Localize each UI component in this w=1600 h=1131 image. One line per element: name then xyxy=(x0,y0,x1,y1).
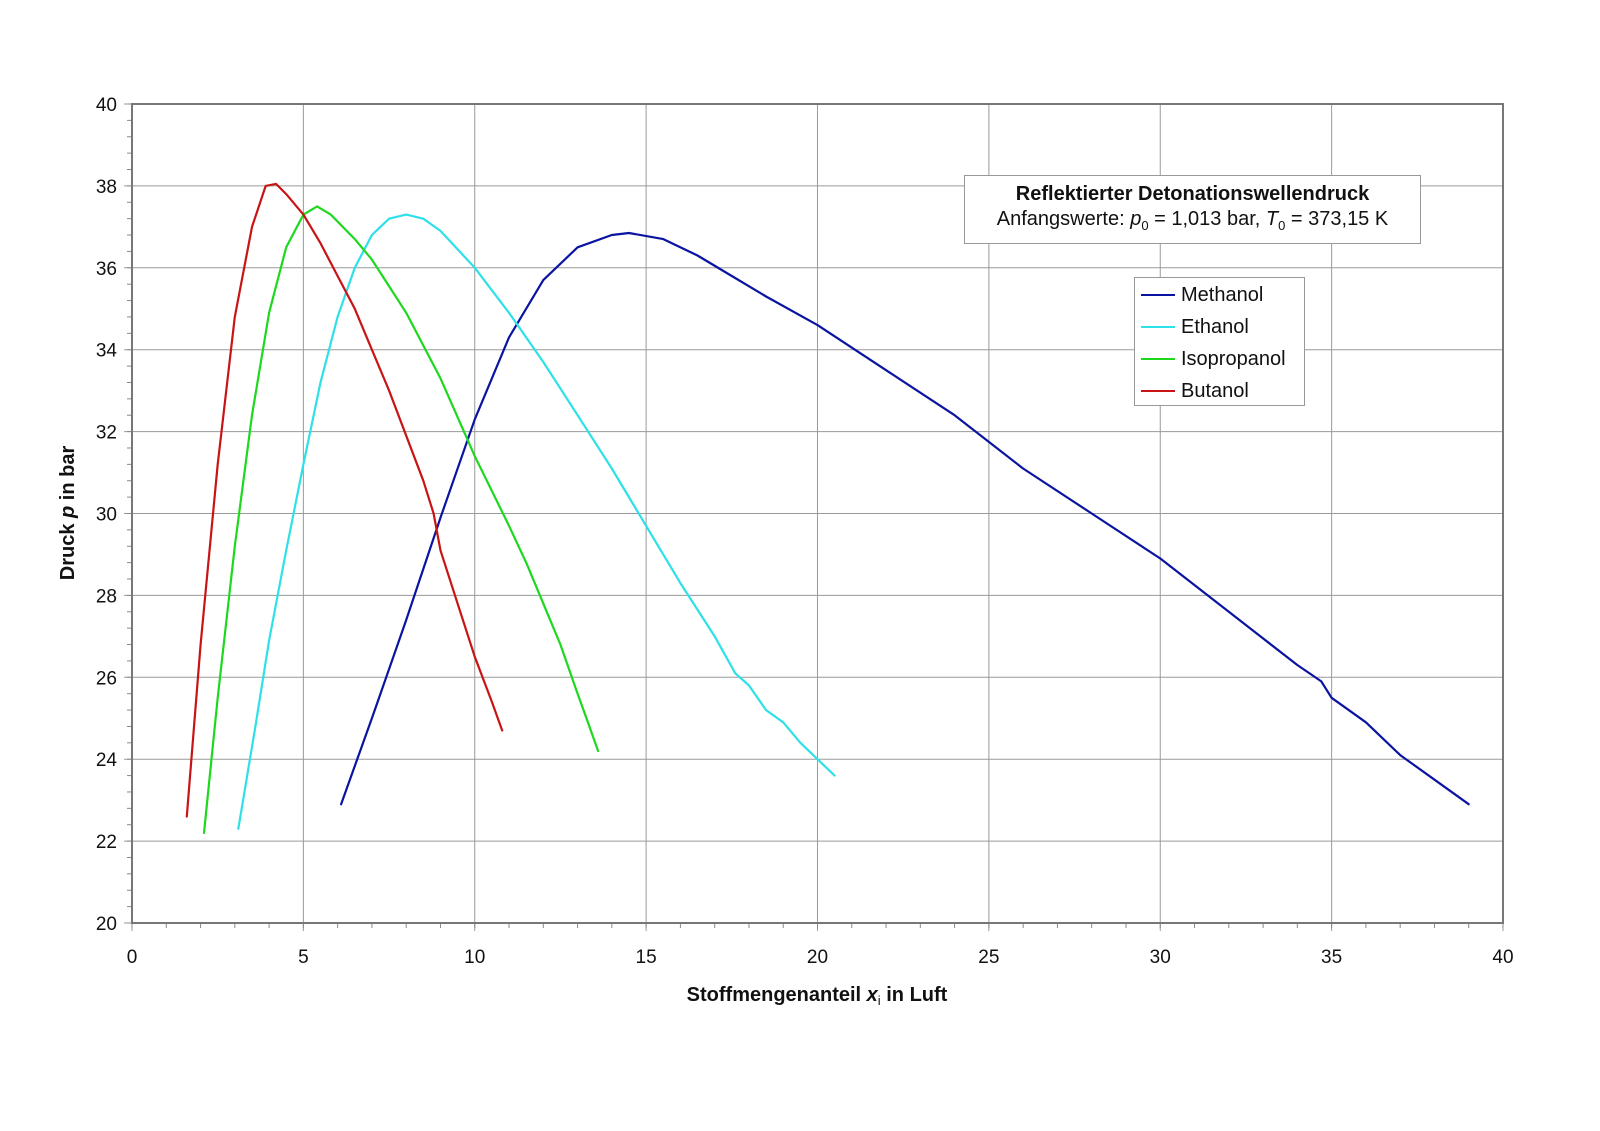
x-axis-tick-labels: 0 5 10 15 20 25 30 35 40 xyxy=(127,947,1514,968)
chart-title-box: Reflektierter Detonationswellendruck Anf… xyxy=(964,175,1421,244)
y-axis-title: Druck p in bar xyxy=(57,446,79,581)
chart-title: Reflektierter Detonationswellendruck xyxy=(1015,183,1370,205)
svg-text:30: 30 xyxy=(96,505,117,526)
y-axis-tick-labels: 20 22 24 26 28 30 32 34 36 38 40 xyxy=(96,95,118,935)
legend-swatch xyxy=(1141,358,1175,360)
series-line-isopropanol xyxy=(202,205,600,835)
series-line-butanol xyxy=(185,182,504,818)
svg-text:32: 32 xyxy=(96,423,117,444)
svg-text:40: 40 xyxy=(96,95,117,116)
legend-item-butanol: Butanol xyxy=(1141,376,1249,406)
svg-text:20: 20 xyxy=(807,947,828,968)
svg-text:0: 0 xyxy=(127,947,138,968)
svg-text:30: 30 xyxy=(1150,947,1171,968)
svg-text:26: 26 xyxy=(96,668,117,689)
legend-item-isopropanol: Isopropanol xyxy=(1141,344,1286,374)
svg-text:22: 22 xyxy=(96,832,117,853)
series-line-methanol xyxy=(340,231,1470,806)
svg-text:40: 40 xyxy=(1492,947,1513,968)
legend-swatch xyxy=(1141,326,1175,328)
svg-text:15: 15 xyxy=(636,947,657,968)
series-lines xyxy=(185,182,1470,835)
svg-text:20: 20 xyxy=(96,914,117,935)
legend: Methanol Ethanol Isopropanol Butanol xyxy=(1134,277,1305,406)
svg-text:25: 25 xyxy=(978,947,999,968)
legend-swatch xyxy=(1141,390,1175,392)
series-line-ethanol xyxy=(237,213,836,830)
svg-text:38: 38 xyxy=(96,177,117,198)
svg-text:34: 34 xyxy=(96,341,118,362)
svg-text:24: 24 xyxy=(96,750,118,771)
svg-text:5: 5 xyxy=(298,947,309,968)
svg-text:35: 35 xyxy=(1321,947,1342,968)
x-axis-title: Stoffmengenanteil xi in Luft xyxy=(687,984,948,1008)
plot-area xyxy=(131,103,1504,924)
svg-text:36: 36 xyxy=(96,259,117,280)
chart-subtitle: Anfangswerte: p0 = 1,013 bar, T0 = 373,1… xyxy=(996,208,1389,233)
svg-text:28: 28 xyxy=(96,586,117,607)
legend-swatch xyxy=(1141,294,1175,296)
legend-item-ethanol: Ethanol xyxy=(1141,312,1249,342)
legend-item-methanol: Methanol xyxy=(1141,280,1263,310)
svg-text:10: 10 xyxy=(464,947,485,968)
